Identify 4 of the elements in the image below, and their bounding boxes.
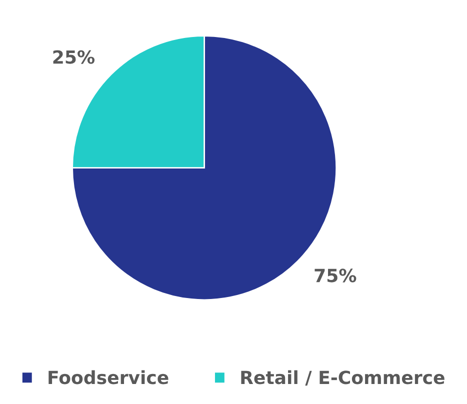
data-label: 25% <box>53 50 95 64</box>
legend-label: Retail / E-Commerce <box>241 370 444 386</box>
data-label: 75% <box>314 268 356 282</box>
legend-label: Foodservice <box>48 370 168 384</box>
